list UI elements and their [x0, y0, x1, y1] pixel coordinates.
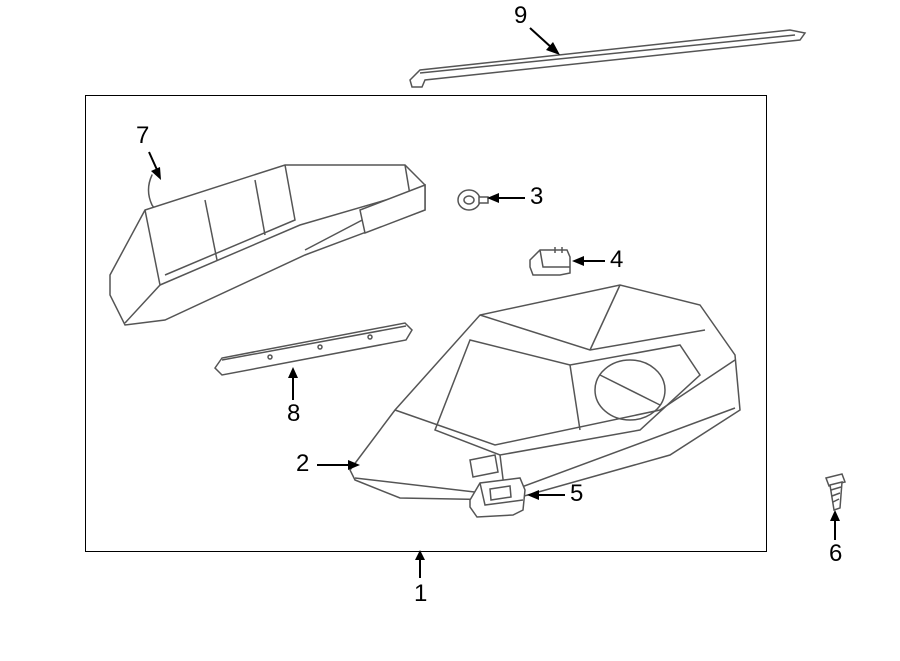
callout-label-5: 5 [570, 480, 583, 508]
callout-label-6: 6 [829, 540, 842, 568]
part-latch [465, 475, 530, 520]
part-upper-trim [400, 25, 820, 95]
callout-label-4: 4 [610, 246, 623, 274]
part-bolt [455, 185, 490, 215]
callout-arrow-9 [527, 25, 562, 57]
callout-label-7: 7 [136, 122, 149, 150]
callout-label-9: 9 [514, 2, 527, 30]
callout-arrow-4 [572, 253, 607, 269]
callout-label-2: 2 [296, 450, 309, 478]
callout-arrow-7 [145, 150, 165, 180]
callout-arrow-6 [827, 510, 843, 542]
callout-arrow-1 [412, 550, 428, 580]
callout-arrow-5 [527, 487, 567, 503]
callout-label-3: 3 [530, 183, 543, 211]
callout-arrow-3 [487, 190, 527, 206]
part-fastener [818, 470, 853, 515]
part-bracket [525, 245, 575, 280]
callout-arrow-8 [285, 367, 301, 402]
callout-label-8: 8 [287, 400, 300, 428]
callout-arrow-2 [315, 455, 360, 475]
part-lower-housing [340, 280, 750, 510]
callout-label-1: 1 [414, 580, 427, 608]
diagram-canvas: 1 2 3 4 5 6 7 8 9 [0, 0, 900, 661]
